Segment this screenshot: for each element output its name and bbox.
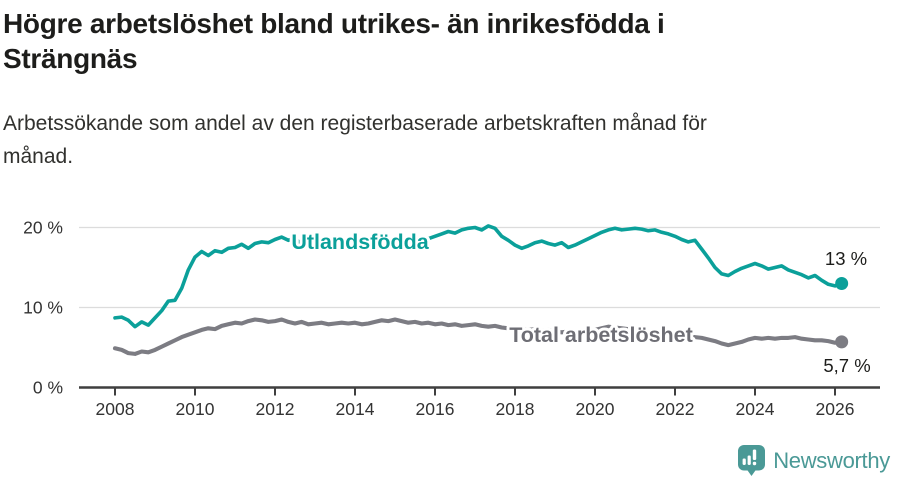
y-tick-label: 0 % xyxy=(33,378,63,398)
y-tick-label: 10 % xyxy=(23,298,63,318)
y-tick-label: 20 % xyxy=(23,218,63,238)
series-end-dot xyxy=(835,335,849,349)
series-inline-label: Total arbetslöshet xyxy=(509,323,693,347)
x-tick-label: 2024 xyxy=(736,399,775,419)
line-chart: 20 % 10 % 0 % 2008 2010 2012 2014 2016 2018 2020 2… xyxy=(23,218,880,419)
series-inline-label: Utlandsfödda xyxy=(291,230,429,254)
x-tick-label: 2020 xyxy=(576,399,615,419)
series-line-utlandsfodda xyxy=(113,224,844,329)
newsworthy-bar-chart-icon xyxy=(738,445,766,476)
x-tick-label: 2008 xyxy=(96,399,135,419)
x-tick-label: 2014 xyxy=(336,399,375,419)
chart-subtitle: Arbetssökande som andel av den registerb… xyxy=(3,112,707,168)
newsworthy-logo: Newsworthy xyxy=(738,445,890,476)
series-end-dot xyxy=(835,277,849,290)
x-tick-label: 2012 xyxy=(256,399,295,419)
x-tick-label: 2026 xyxy=(816,399,855,419)
x-tick-label: 2016 xyxy=(416,399,455,419)
x-tick-label: 2018 xyxy=(496,399,535,419)
series-end-value-label: 5,7 % xyxy=(823,355,870,376)
series-line-total xyxy=(112,317,844,356)
newsworthy-wordmark: Newsworthy xyxy=(773,447,890,473)
series-end-value-label: 13 % xyxy=(825,248,867,269)
x-tick-label: 2010 xyxy=(176,399,215,419)
chart-card: { "header": { "title": "Högre arbetslösh… xyxy=(0,6,900,480)
chart-title: Högre arbetslöshet bland utrikes- än inr… xyxy=(3,8,665,74)
x-tick-label: 2022 xyxy=(656,399,695,419)
